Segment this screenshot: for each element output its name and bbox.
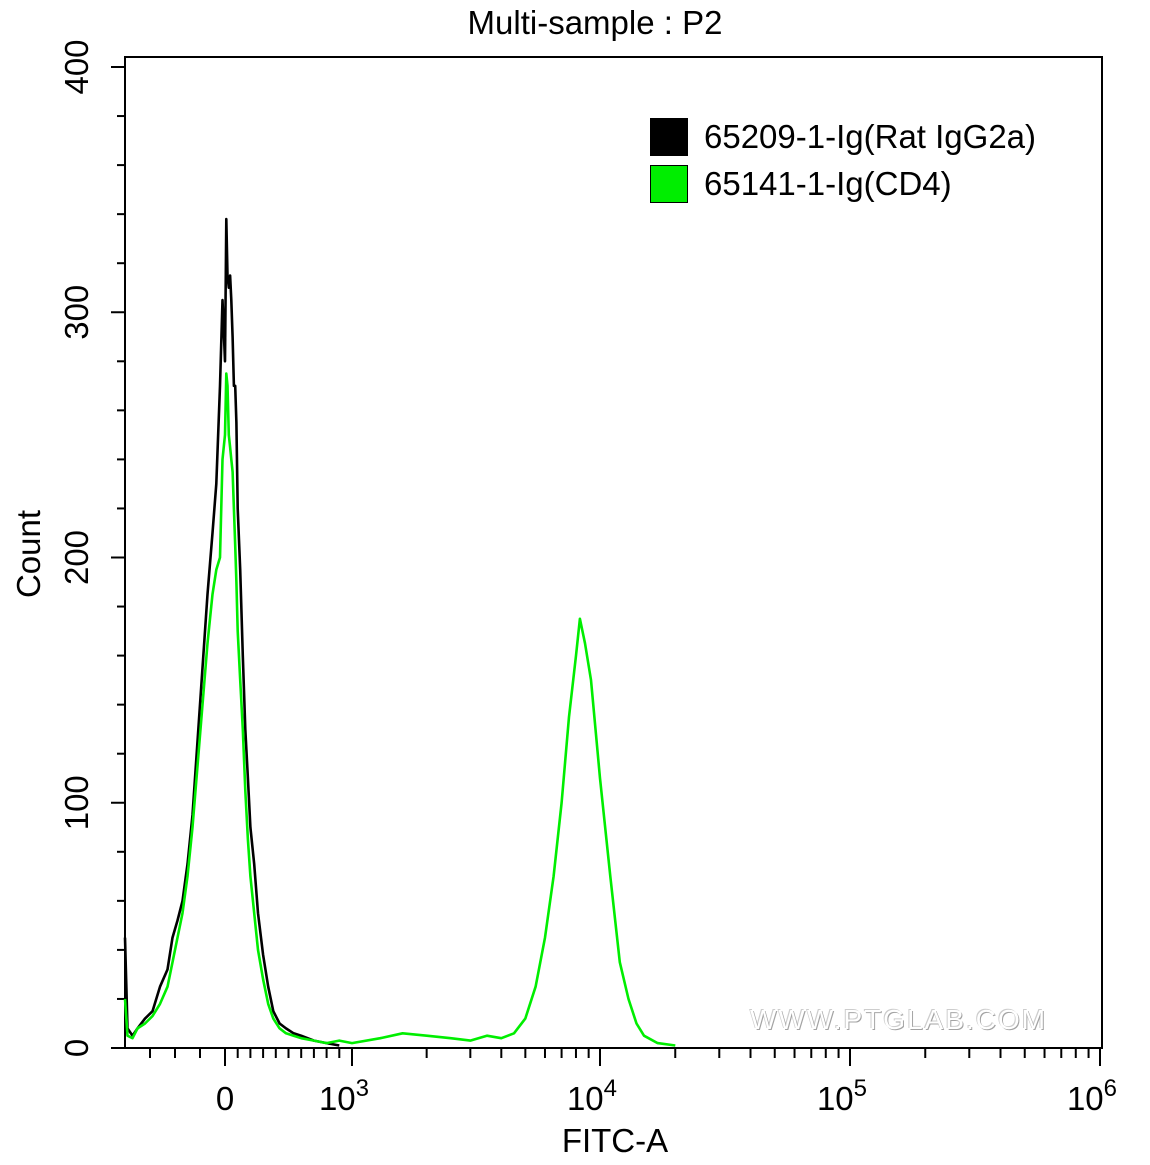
legend-label-isotype: 65209-1-Ig(Rat IgG2a) <box>704 118 1037 155</box>
legend-swatch-cd4 <box>650 165 688 203</box>
x-tick-label: 106 <box>1067 1075 1117 1117</box>
x-tick-label: 105 <box>817 1075 867 1117</box>
x-tick-label: 103 <box>319 1075 369 1117</box>
watermark: WWW.PTGLAB.COM <box>750 1004 1048 1035</box>
series-line-cd4 <box>123 372 676 1047</box>
legend-label-cd4: 65141-1-Ig(CD4) <box>704 165 952 202</box>
plot-frame <box>124 56 1103 1049</box>
y-axis-label: Count <box>10 509 47 599</box>
series-line-isotype <box>123 217 340 1047</box>
chart-title: Multi-sample : P2 <box>467 4 723 41</box>
legend-swatch-isotype <box>650 118 688 156</box>
y-tick-label: 300 <box>58 285 95 340</box>
y-tick-label: 400 <box>58 39 95 94</box>
y-tick-label: 200 <box>58 530 95 585</box>
y-tick-label: 100 <box>58 775 95 830</box>
x-tick-label: 0 <box>216 1080 234 1117</box>
x-axis-label: FITC-A <box>561 1122 669 1159</box>
y-tick-label: 0 <box>58 1039 95 1057</box>
x-tick-label: 104 <box>567 1075 617 1117</box>
